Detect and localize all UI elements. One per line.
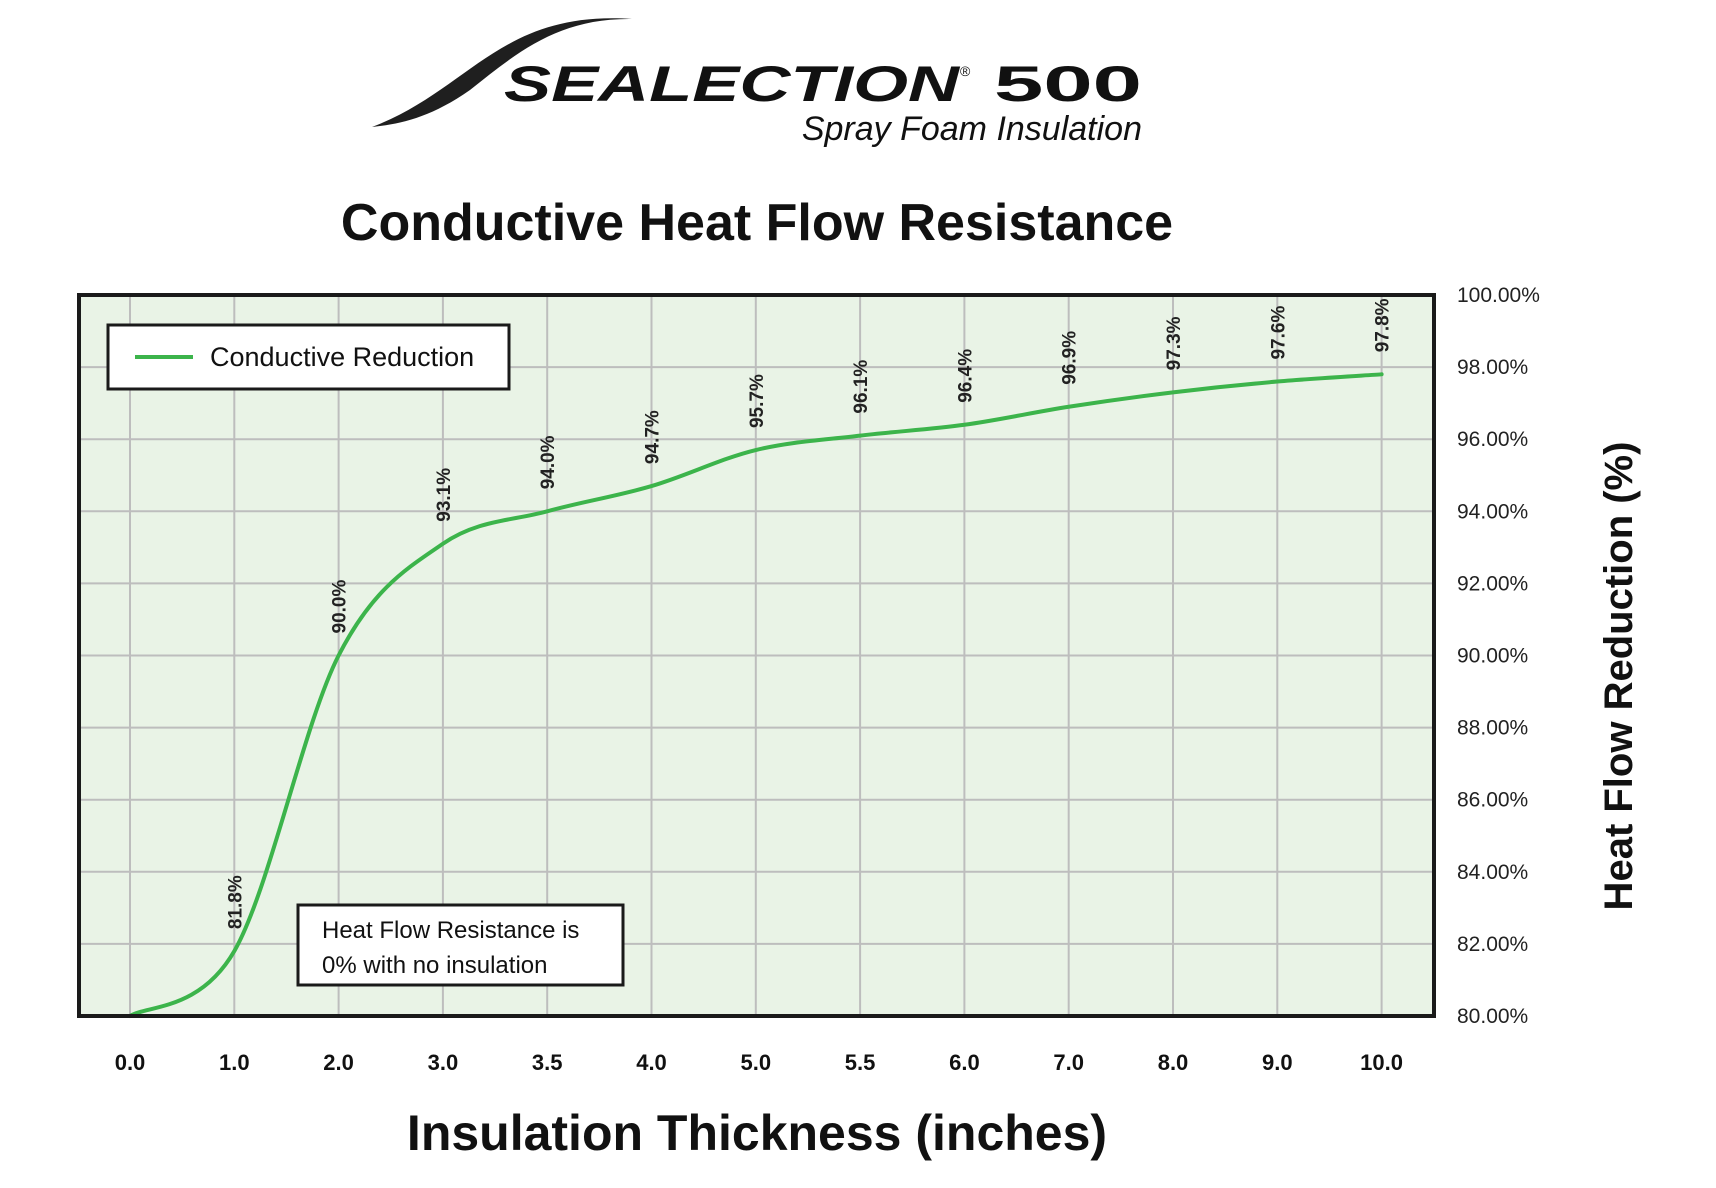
y-tick-label: 82.00% <box>1457 933 1528 956</box>
data-label: 96.9% <box>1060 331 1081 385</box>
y-axis-title: Heat Flow Reduction (%) <box>1597 442 1641 911</box>
x-tick-label: 1.0 <box>219 1050 250 1075</box>
x-tick-label: 10.0 <box>1360 1050 1403 1075</box>
plot-frame <box>77 293 1436 1018</box>
legend: Conductive Reduction <box>106 323 511 391</box>
data-label: 81.8% <box>225 875 246 929</box>
y-tick-label: 88.00% <box>1457 717 1528 740</box>
logo-tagline: Spray Foam Insulation <box>802 110 1142 148</box>
y-tick-label: 100.00% <box>1457 284 1540 307</box>
x-axis-title: Insulation Thickness (inches) <box>407 1105 1107 1161</box>
x-tick-label: 2.0 <box>323 1050 354 1075</box>
logo-swoosh <box>372 18 632 127</box>
data-label: 97.3% <box>1164 316 1185 370</box>
note-box-frame <box>296 903 625 987</box>
x-tick-label: 3.5 <box>532 1050 563 1075</box>
x-tick-label: 3.0 <box>428 1050 459 1075</box>
logo-brand: SEALECTION <box>504 56 960 112</box>
plot-area: 80.00% 82.00% 84.00% 86.00% 88.00% 90.00% 92.0… <box>77 284 1540 1075</box>
y-tick-label: 86.00% <box>1457 789 1528 812</box>
data-label: 94.0% <box>538 435 559 489</box>
x-tick-label: 5.0 <box>741 1050 772 1075</box>
data-label: 93.1% <box>434 468 455 522</box>
y-tick-label: 84.00% <box>1457 861 1528 884</box>
data-label: 97.6% <box>1268 306 1289 360</box>
y-tick-label: 98.00% <box>1457 356 1528 379</box>
logo: SEALECTION ® 500 Spray Foam Insulation <box>372 18 1142 148</box>
data-label: 94.7% <box>643 410 664 464</box>
y-tick-label: 92.00% <box>1457 572 1528 595</box>
note-box: Heat Flow Resistance is 0% with no insul… <box>296 903 625 987</box>
y-tick-label: 90.00% <box>1457 645 1528 668</box>
x-tick-label: 9.0 <box>1262 1050 1293 1075</box>
note-line-2: 0% with no insulation <box>322 952 547 979</box>
x-tick-label: 5.5 <box>845 1050 876 1075</box>
data-label: 90.0% <box>330 580 351 634</box>
x-tick-label: 7.0 <box>1053 1050 1084 1075</box>
x-tick-label: 4.0 <box>636 1050 667 1075</box>
x-tick-label: 6.0 <box>949 1050 980 1075</box>
logo-registered: ® <box>960 63 971 79</box>
note-line-1: Heat Flow Resistance is <box>322 917 579 944</box>
x-tick-label: 8.0 <box>1158 1050 1189 1075</box>
data-label: 95.7% <box>747 374 768 428</box>
data-label: 96.1% <box>851 360 872 414</box>
data-label: 96.4% <box>955 349 976 403</box>
y-tick-label: 94.00% <box>1457 500 1528 523</box>
series-line-conductive-reduction <box>128 372 1384 1018</box>
x-tick-label: 0.0 <box>115 1050 146 1075</box>
legend-label: Conductive Reduction <box>210 342 474 372</box>
chart-title: Conductive Heat Flow Resistance <box>341 194 1173 252</box>
data-label: 97.8% <box>1373 298 1394 352</box>
logo-model: 500 <box>994 56 1142 112</box>
y-tick-label: 80.00% <box>1457 1005 1528 1028</box>
y-tick-label: 96.00% <box>1457 428 1528 451</box>
